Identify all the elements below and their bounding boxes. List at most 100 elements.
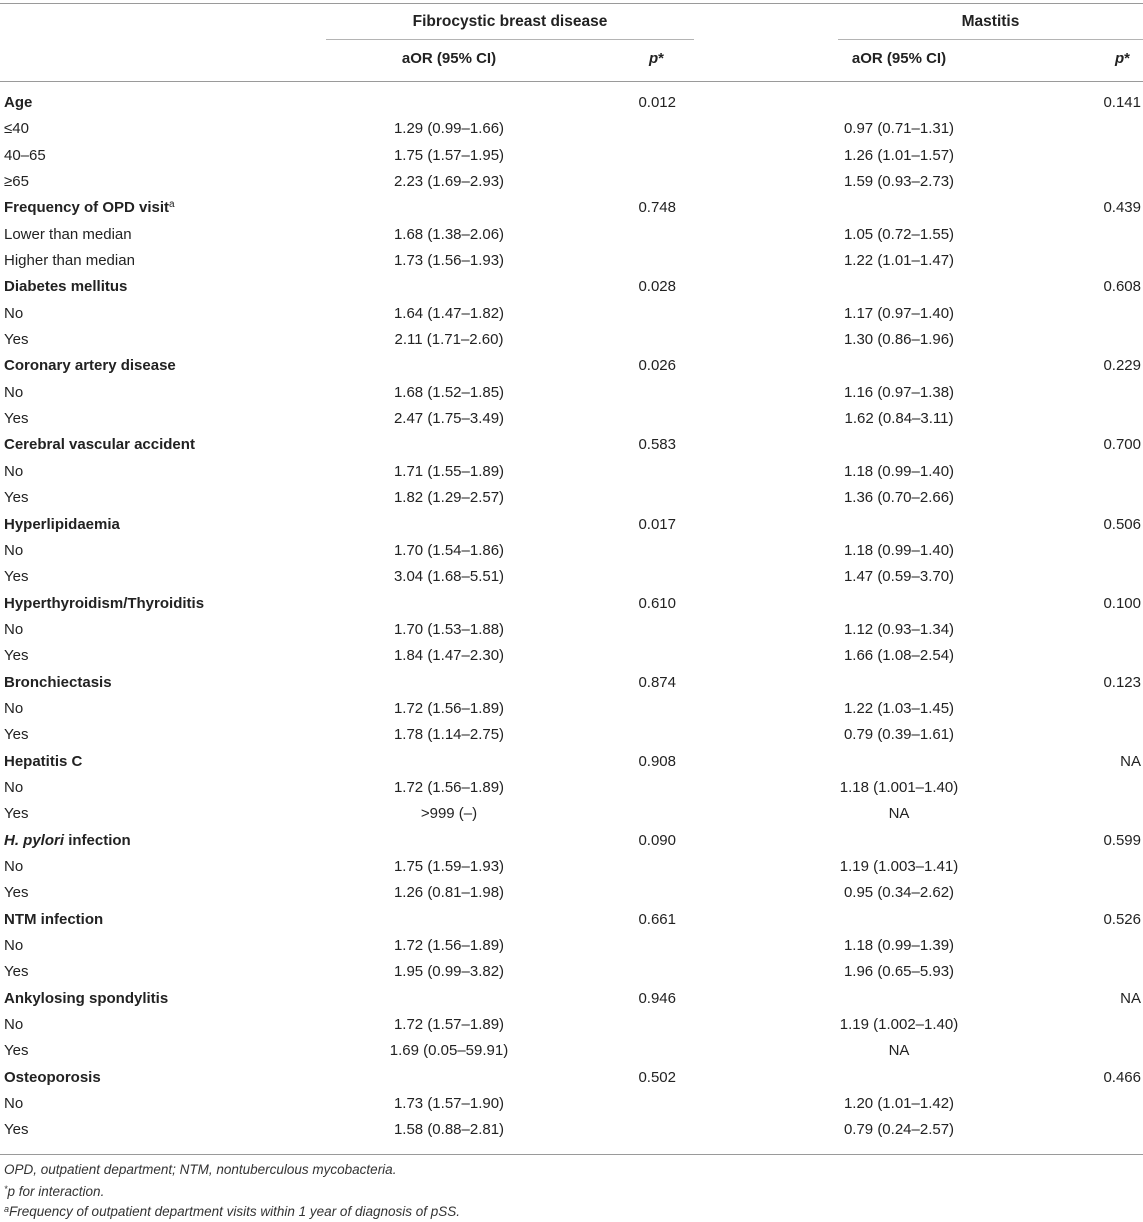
table-row: No 1.71 (1.55–1.89) 1.18 (0.99–1.40) — [0, 459, 1143, 485]
table-row: No 1.68 (1.52–1.85) 1.16 (0.97–1.38) — [0, 380, 1143, 406]
row-label-italic: H. pylori — [4, 831, 65, 849]
table-row: No 1.72 (1.57–1.89) 1.19 (1.002–1.40) — [0, 1012, 1143, 1038]
table-group-row: Osteoporosis 0.502 0.466 — [0, 1065, 1143, 1091]
p-fibrocystic: 0.012 — [638, 94, 676, 111]
aor-mastitis: 1.12 (0.93–1.34) — [843, 620, 955, 638]
row-label-text: Yes — [4, 331, 29, 349]
row-label: Lower than median — [4, 222, 132, 248]
row-label-text: Higher than median — [4, 252, 135, 270]
row-label: No — [4, 538, 23, 564]
aor-fibrocystic: 1.73 (1.56–1.93) — [393, 252, 505, 270]
aor-mastitis: 1.18 (0.99–1.40) — [843, 541, 955, 559]
aor-fibrocystic: 1.72 (1.56–1.89) — [393, 937, 505, 954]
row-label: Ankylosing spondylitis — [4, 986, 168, 1012]
p-mastitis: 0.599 — [1103, 831, 1141, 849]
table-group-row: Hyperthyroidism/Thyroiditis 0.610 0.100 — [0, 591, 1143, 617]
aor-fibrocystic: 1.64 (1.47–1.82) — [393, 304, 505, 322]
row-label-text: No — [4, 778, 24, 796]
aor-header-1: aOR (95% CI) — [401, 50, 497, 67]
table-top-rule — [0, 3, 1143, 4]
footnote-a-marker: a — [4, 1204, 10, 1214]
table-row: Yes 1.26 (0.81–1.98) 0.95 (0.34–2.62) — [0, 880, 1143, 906]
p-fibrocystic: 0.090 — [638, 831, 676, 849]
row-label-text: NTM infection — [4, 910, 104, 928]
aor-fibrocystic: 1.29 (0.99–1.66) — [393, 120, 505, 138]
aor-fibrocystic: 1.82 (1.29–2.57) — [393, 489, 505, 507]
p-mastitis: 0.439 — [1103, 199, 1141, 217]
aor-mastitis: 1.17 (0.97–1.40) — [843, 304, 955, 322]
table-row: Yes 1.69 (0.05–59.91) NA — [0, 1038, 1143, 1064]
aor-mastitis: NA — [888, 805, 910, 823]
row-label-text: Yes — [4, 1042, 29, 1060]
aor-mastitis: NA — [888, 1042, 910, 1060]
row-label: No — [4, 775, 23, 801]
table-group-row: Coronary artery disease 0.026 0.229 — [0, 353, 1143, 379]
header-bottom-rule — [0, 81, 1143, 82]
row-label: Yes — [4, 801, 28, 827]
row-label-text: ≥65 — [4, 173, 29, 191]
row-label: Yes — [4, 564, 28, 590]
table-row: No 1.72 (1.56–1.89) 1.18 (1.001–1.40) — [0, 775, 1143, 801]
table-group-row: Bronchiectasis 0.874 0.123 — [0, 670, 1143, 696]
aor-mastitis: 1.18 (0.99–1.40) — [843, 462, 955, 480]
p-fibrocystic: 0.748 — [638, 199, 676, 217]
row-label-footnote-marker: a — [169, 199, 175, 211]
aor-mastitis: 1.66 (1.08–2.54) — [843, 647, 955, 665]
aor-mastitis: 1.20 (1.01–1.42) — [843, 1095, 955, 1113]
row-label-text: No — [4, 1095, 24, 1113]
p-fibrocystic: 0.017 — [638, 515, 676, 533]
aor-fibrocystic: 1.58 (0.88–2.81) — [393, 1121, 505, 1139]
aor-mastitis: 1.96 (0.65–5.93) — [843, 963, 955, 981]
aor-header-2: aOR (95% CI) — [851, 50, 947, 67]
row-label-text: Frequency of OPD visit — [4, 199, 170, 217]
aor-fibrocystic: 2.11 (1.71–2.60) — [394, 331, 504, 349]
row-label-text: Diabetes mellitus — [4, 278, 128, 296]
aor-fibrocystic: 1.68 (1.38–2.06) — [393, 225, 505, 243]
table-row: Yes 1.95 (0.99–3.82) 1.96 (0.65–5.93) — [0, 959, 1143, 985]
aor-fibrocystic: 1.72 (1.57–1.89) — [393, 1016, 505, 1034]
aor-mastitis: 1.18 (1.001–1.40) — [839, 778, 959, 796]
aor-mastitis: 0.79 (0.39–1.61) — [843, 726, 955, 744]
p-fibrocystic: 0.661 — [638, 910, 676, 928]
row-label-text: No — [4, 462, 24, 480]
table-bottom-rule — [0, 1154, 1143, 1155]
row-label: Cerebral vascular accident — [4, 432, 195, 458]
row-label: Higher than median — [4, 248, 135, 274]
row-label: Bronchiectasis — [4, 670, 112, 696]
row-label: H. pylori infection — [4, 828, 131, 854]
aor-mastitis: 1.05 (0.72–1.55) — [843, 225, 955, 243]
footnote-interaction: *p for interaction. — [4, 1184, 104, 1199]
row-label-text: Yes — [4, 1121, 29, 1139]
aor-fibrocystic: 1.75 (1.59–1.93) — [393, 857, 505, 875]
row-label: Yes — [4, 722, 28, 748]
table-row: 40–65 1.75 (1.57–1.95) 1.26 (1.01–1.57) — [0, 143, 1143, 169]
p-header-1-star: * — [658, 50, 664, 67]
p-mastitis: 0.526 — [1103, 910, 1141, 928]
p-fibrocystic: 0.026 — [638, 357, 676, 375]
header-mastitis-underline — [838, 39, 1143, 40]
row-label-text: Yes — [4, 884, 29, 902]
aor-fibrocystic: 1.73 (1.57–1.90) — [393, 1095, 505, 1113]
table-row: No 1.64 (1.47–1.82) 1.17 (0.97–1.40) — [0, 301, 1143, 327]
aor-mastitis: 1.16 (0.97–1.38) — [843, 383, 955, 401]
aor-fibrocystic: 1.68 (1.52–1.85) — [393, 383, 505, 401]
row-label-text: No — [4, 1016, 24, 1034]
row-label: Hyperthyroidism/Thyroiditis — [4, 591, 204, 617]
row-label-text: No — [4, 857, 24, 875]
p-header-2-star: * — [1124, 50, 1130, 67]
row-label: Yes — [4, 880, 28, 906]
row-label-text: Hyperthyroidism/Thyroiditis — [4, 594, 205, 612]
row-label: No — [4, 1091, 23, 1117]
header-fibrocystic-underline — [326, 39, 694, 40]
p-header-2: p* — [1040, 50, 1130, 67]
row-label-text: Yes — [4, 647, 29, 665]
row-label: ≥65 — [4, 169, 29, 195]
row-label: No — [4, 1012, 23, 1038]
row-label-text: Osteoporosis — [4, 1068, 101, 1086]
row-label-text: Yes — [4, 568, 29, 586]
aor-fibrocystic: 1.26 (0.81–1.98) — [393, 884, 505, 902]
row-label-text: No — [4, 541, 24, 559]
row-label: Yes — [4, 959, 28, 985]
table-group-row: Frequency of OPD visita 0.748 0.439 — [0, 195, 1143, 221]
row-label-text: Bronchiectasis — [4, 673, 112, 691]
